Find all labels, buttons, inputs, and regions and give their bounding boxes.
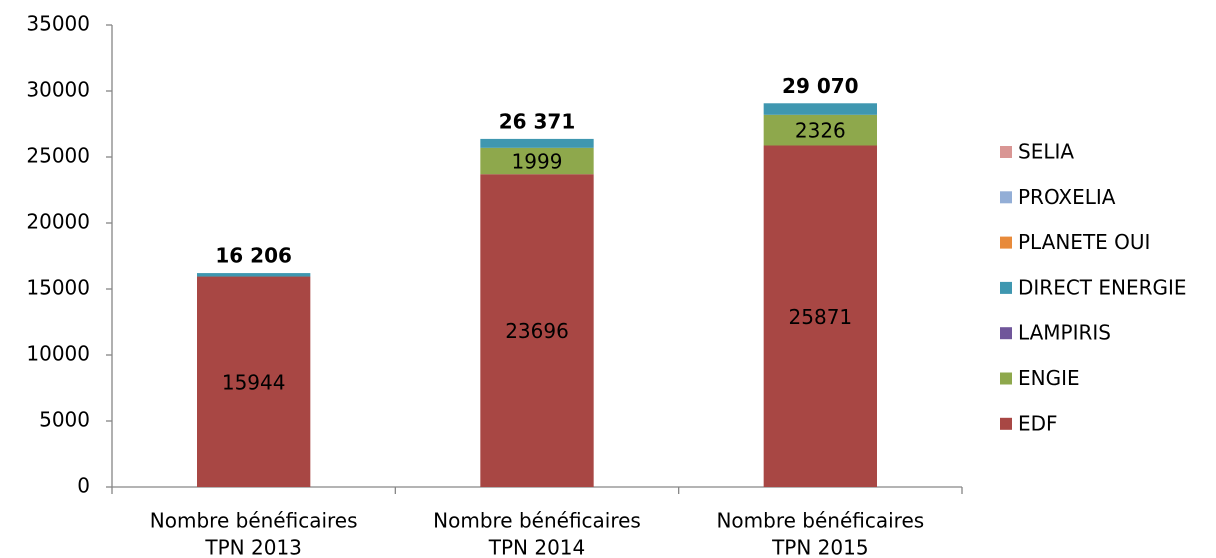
y-tick-label: 35000 — [26, 12, 90, 36]
legend-label: SELIA — [1018, 140, 1074, 164]
x-tick-label: Nombre bénéficaires — [150, 509, 358, 533]
y-tick-label: 15000 — [26, 276, 90, 300]
data-label: 1999 — [512, 150, 563, 174]
total-label: 29 070 — [782, 74, 859, 98]
total-label: 16 206 — [215, 244, 292, 268]
legend-swatch — [1000, 372, 1012, 385]
legend-label: EDF — [1018, 411, 1058, 435]
data-label: 25871 — [789, 305, 853, 329]
legend-label: LAMPIRIS — [1018, 321, 1111, 345]
x-tick-label: Nombre bénéficaires — [433, 509, 641, 533]
legend-swatch — [1000, 236, 1012, 249]
bar-segment — [763, 145, 877, 487]
y-tick-label: 20000 — [26, 210, 90, 234]
data-label: 23696 — [505, 319, 569, 343]
bar-segment — [480, 147, 594, 175]
legend-swatch — [1000, 191, 1012, 204]
legend-label: DIRECT ENERGIE — [1018, 275, 1187, 299]
bar-segment — [763, 103, 877, 115]
legend-swatch — [1000, 417, 1012, 430]
x-tick-label: TPN 2015 — [771, 536, 869, 558]
bar-segment — [197, 276, 311, 487]
y-tick-label: 5000 — [39, 408, 90, 432]
legend-swatch — [1000, 327, 1012, 340]
data-label: 15944 — [222, 370, 286, 394]
legend-label: PLANETE OUI — [1018, 230, 1150, 254]
bar-segment — [763, 114, 877, 146]
total-label: 26 371 — [499, 109, 576, 133]
data-label: 2326 — [795, 119, 846, 143]
y-tick-label: 10000 — [26, 342, 90, 366]
legend-label: ENGIE — [1018, 366, 1080, 390]
y-tick-label: 25000 — [26, 144, 90, 168]
x-tick-label: TPN 2014 — [488, 536, 586, 558]
bar-segment — [480, 138, 594, 148]
legend-swatch — [1000, 146, 1012, 158]
bar-segment — [197, 273, 311, 277]
legend-label: PROXELIA — [1018, 185, 1116, 209]
y-tick-label: 0 — [77, 474, 90, 498]
x-tick-label: Nombre bénéficaires — [716, 509, 924, 533]
y-tick-label: 30000 — [26, 78, 90, 102]
legend-swatch — [1000, 281, 1012, 294]
bar-segment — [480, 174, 594, 487]
x-tick-label: TPN 2013 — [204, 536, 302, 558]
